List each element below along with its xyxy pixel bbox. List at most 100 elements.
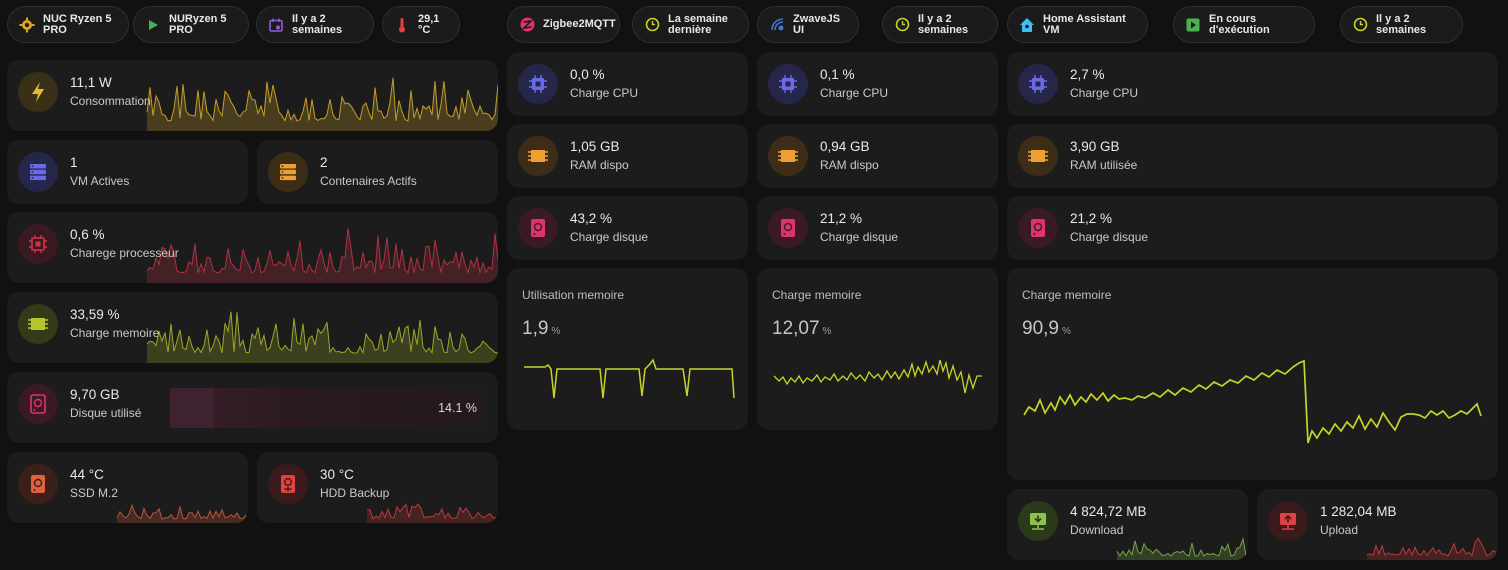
cpu-value: 0,6 % — [70, 227, 105, 242]
cpu-chip-icon — [768, 64, 808, 104]
chip-nuc-ryzen[interactable]: NUC Ryzen 5 PRO — [7, 6, 129, 43]
sparkline-area — [147, 228, 498, 283]
memory-line-graph — [1023, 359, 1482, 444]
disk-value: 21,2 % — [1070, 211, 1113, 226]
chip-zwavejs[interactable]: ZwaveJS UI — [757, 6, 859, 43]
harddisk-icon — [18, 464, 58, 504]
chip-label: En cours d'exécution — [1209, 12, 1270, 36]
memory-value: 33,59 % — [70, 307, 120, 322]
sparkline-line — [146, 77, 498, 123]
graph-value-number: 90,9 — [1022, 318, 1059, 339]
zigbee-ram-card[interactable]: 1,05 GB RAM dispo — [507, 124, 748, 188]
ha-ram-card[interactable]: 3,90 GB RAM utilisée — [1007, 124, 1498, 188]
upload-value: 1 282,04 MB — [1320, 504, 1397, 519]
cpu-value: 0,1 % — [820, 67, 855, 82]
consumption-label: Consommation — [70, 94, 151, 108]
sparkline-line — [1366, 537, 1497, 557]
ssd-sparkline — [116, 503, 248, 523]
chip-label: La semaine dernière — [668, 12, 728, 36]
graph-value: 12,07% — [772, 318, 831, 340]
graph-title: Utilisation memoire — [522, 288, 625, 302]
lightning-icon — [18, 72, 58, 112]
chip-last-update[interactable]: Il y a 2 semaines — [256, 6, 374, 43]
cpu-sparkline — [146, 228, 498, 283]
ha-memory-graph-card[interactable]: Charge memoire 90,9% — [1007, 268, 1498, 480]
chip-label: Il y a 2 semaines — [918, 12, 969, 36]
zigbee-cpu-card[interactable]: 0,0 % Charge CPU — [507, 52, 748, 116]
memory-card[interactable]: 33,59 % Charge memoire — [7, 292, 498, 363]
vm-label: VM Actives — [70, 174, 130, 188]
sparkline-area — [1117, 538, 1248, 560]
disk-used-label: Disque utilisé — [70, 406, 142, 420]
disk-value: 21,2 % — [820, 211, 863, 226]
thermometer-icon — [394, 17, 410, 33]
sparkline-line — [1116, 536, 1247, 557]
containers-label: Contenaires Actifs — [320, 174, 417, 188]
clock-icon — [1352, 17, 1368, 33]
memory-sparkline — [146, 311, 498, 363]
zwave-cpu-card[interactable]: 0,1 % Charge CPU — [757, 52, 998, 116]
zwave-memory-graph-card[interactable]: Charge memoire 12,07% — [757, 268, 998, 430]
zigbee-memory-graph-card[interactable]: Utilisation memoire 1,9% — [507, 268, 748, 430]
graph-value-unit: % — [1061, 326, 1071, 337]
download-network-icon — [1018, 501, 1058, 541]
ram-value: 1,05 GB — [570, 139, 620, 154]
consumption-card[interactable]: 11,1 W Consommation — [7, 60, 498, 131]
disk-used-percent: 14.1 % — [438, 401, 477, 415]
chip-label: NUC Ryzen 5 PRO — [43, 12, 112, 36]
download-card[interactable]: 4 824,72 MB Download — [1007, 489, 1248, 560]
hdd-temp-value: 30 °C — [320, 467, 354, 482]
zwave-disk-card[interactable]: 21,2 % Charge disque — [757, 196, 998, 260]
zwave-icon — [769, 17, 785, 33]
ram-label: RAM dispo — [570, 158, 629, 172]
chip-zigbee-updated[interactable]: La semaine dernière — [632, 6, 749, 43]
disk-value: 43,2 % — [570, 211, 613, 226]
chip-home-assistant-vm[interactable]: Home Assistant VM — [1007, 6, 1148, 43]
chip-ha-updated[interactable]: Il y a 2 semaines — [1340, 6, 1463, 43]
disk-usage-fill — [170, 388, 214, 428]
disk-label: Charge disque — [570, 230, 649, 244]
zwave-ram-card[interactable]: 0,94 GB RAM dispo — [757, 124, 998, 188]
cpu-label: Charege processeur — [70, 246, 179, 260]
ha-cpu-card[interactable]: 2,7 % Charge CPU — [1007, 52, 1498, 116]
harddisk-icon — [1018, 208, 1058, 248]
consumption-sparkline — [146, 77, 498, 131]
disk-used-card[interactable]: 9,70 GB Disque utilisé 14.1 % — [7, 372, 498, 443]
containers-count: 2 — [320, 155, 328, 170]
chip-zwave-updated[interactable]: Il y a 2 semaines — [882, 6, 998, 43]
ha-disk-card[interactable]: 21,2 % Charge disque — [1007, 196, 1498, 260]
graph-title: Charge memoire — [1022, 288, 1112, 302]
sparkline-line — [116, 503, 247, 520]
sparkline-area — [147, 77, 498, 131]
disk-label: Charge disque — [1070, 230, 1149, 244]
cpu-card[interactable]: 0,6 % Charege processeur — [7, 212, 498, 283]
chip-temperature[interactable]: 29,1 °C — [382, 6, 460, 43]
graph-value: 1,9% — [522, 318, 560, 340]
sparkline-line — [366, 503, 497, 520]
chip-label: NURyzen 5 PRO — [169, 12, 227, 36]
zigbee-disk-card[interactable]: 43,2 % Charge disque — [507, 196, 748, 260]
graph-value-unit: % — [551, 326, 561, 337]
upload-card[interactable]: 1 282,04 MB Upload — [1257, 489, 1498, 560]
memory-icon — [18, 304, 58, 344]
download-sparkline — [1116, 536, 1248, 560]
cpu-chip-icon — [518, 64, 558, 104]
chip-nuryzen-status[interactable]: NURyzen 5 PRO — [133, 6, 249, 43]
sparkline-area — [147, 311, 498, 363]
chip-label: 29,1 °C — [418, 12, 440, 36]
vm-active-card[interactable]: 1 VM Actives — [7, 140, 248, 204]
hdd-temp-card[interactable]: 30 °C HDD Backup — [257, 452, 498, 523]
consumption-value: 11,1 W — [70, 75, 112, 90]
graph-value-number: 12,07 — [772, 318, 820, 339]
containers-card[interactable]: 2 Contenaires Actifs — [257, 140, 498, 204]
cpu-label: Charge CPU — [1070, 86, 1139, 100]
chip-label: Zigbee2MQTT — [543, 18, 616, 30]
home-assistant-icon — [1019, 17, 1035, 33]
clock-icon — [894, 17, 910, 33]
memory-line-graph — [773, 359, 982, 394]
chip-ha-status[interactable]: En cours d'exécution — [1173, 6, 1315, 43]
zigbee-icon — [519, 17, 535, 33]
ssd-temp-card[interactable]: 44 °C SSD M.2 — [7, 452, 248, 523]
ram-value: 3,90 GB — [1070, 139, 1120, 154]
chip-zigbee2mqtt[interactable]: Zigbee2MQTT — [507, 6, 620, 43]
